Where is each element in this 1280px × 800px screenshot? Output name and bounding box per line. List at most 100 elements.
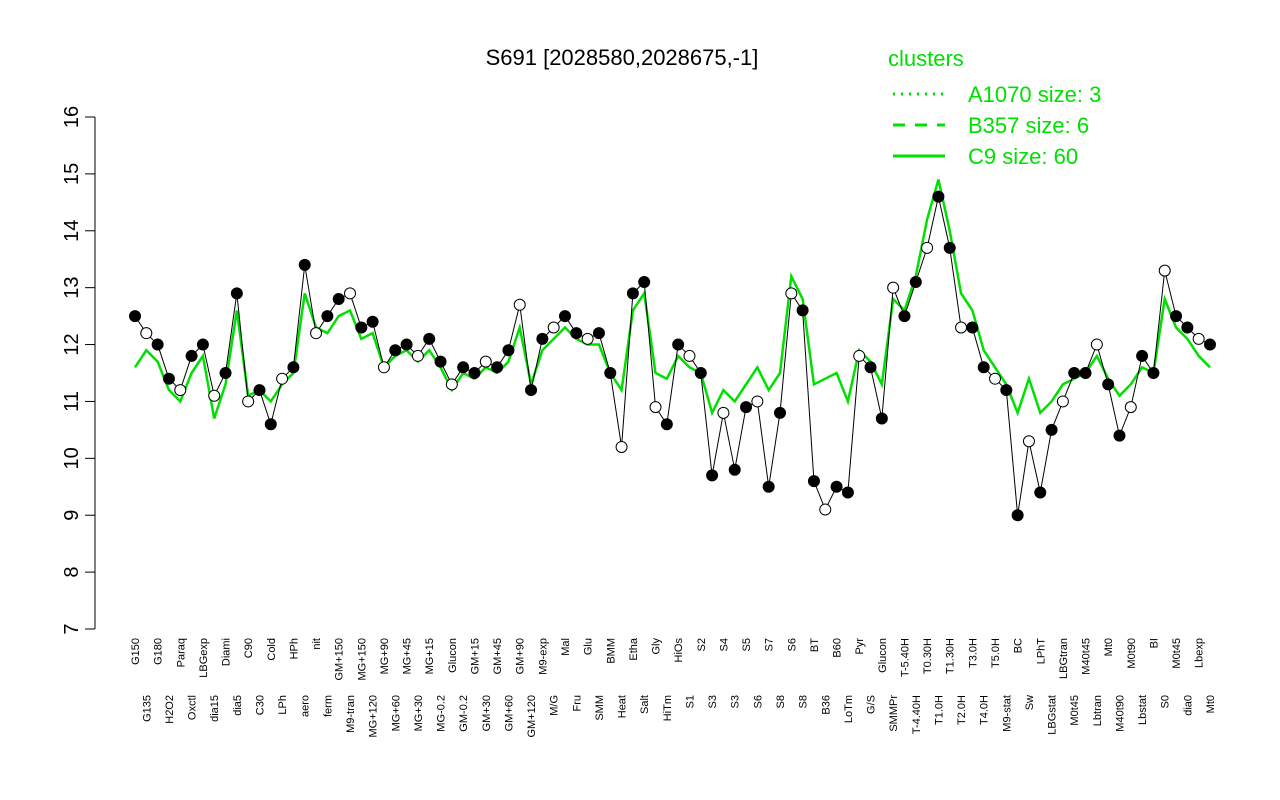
x-tick-label: T-4.40H bbox=[911, 695, 923, 734]
x-tick-label: LBGexp bbox=[198, 638, 210, 678]
chart-title: S691 [2028580,2028675,-1] bbox=[486, 45, 759, 70]
x-tick-label: M0t45 bbox=[1069, 695, 1081, 726]
data-point bbox=[536, 332, 549, 345]
data-point bbox=[943, 241, 956, 254]
y-tick-label: 13 bbox=[61, 277, 83, 299]
x-tick-label: S8 bbox=[775, 695, 787, 708]
x-tick-label: S5 bbox=[741, 638, 753, 651]
x-tick-label: S0 bbox=[1160, 695, 1172, 708]
data-point bbox=[445, 378, 458, 391]
data-point bbox=[570, 327, 583, 340]
x-tick-label: LPhT bbox=[1035, 638, 1047, 665]
x-tick-label: Lbexp bbox=[1194, 638, 1206, 668]
y-tick-label: 14 bbox=[61, 220, 83, 242]
x-tick-label: MG+30 bbox=[413, 695, 425, 731]
data-point bbox=[660, 418, 673, 431]
x-tick-label: S7 bbox=[764, 638, 776, 651]
x-tick-label: Glucon bbox=[877, 638, 889, 673]
data-point bbox=[310, 327, 323, 340]
data-point bbox=[321, 310, 334, 323]
data-point bbox=[502, 344, 515, 357]
data-point bbox=[1045, 423, 1058, 436]
x-tick-label: S1 bbox=[684, 695, 696, 708]
data-point bbox=[977, 361, 990, 374]
x-tick-label: Glucon bbox=[447, 638, 459, 673]
data-point bbox=[762, 480, 775, 493]
data-point bbox=[559, 310, 571, 323]
x-tick-label: T1.0H bbox=[933, 695, 945, 725]
y-tick-label: 12 bbox=[61, 333, 83, 355]
data-point bbox=[1011, 509, 1024, 522]
data-point bbox=[140, 327, 153, 340]
x-tick-label: Lbstat bbox=[1137, 695, 1149, 725]
x-tick-label: G150 bbox=[130, 638, 142, 665]
legend-label: B357 size: 6 bbox=[968, 113, 1089, 138]
x-tick-label: M/G bbox=[549, 695, 561, 716]
x-tick-label: Paraq bbox=[175, 638, 187, 667]
data-point bbox=[411, 349, 424, 362]
x-tick-label: Diami bbox=[221, 638, 233, 666]
data-point bbox=[932, 190, 945, 203]
x-tick-label: MG+60 bbox=[390, 695, 402, 731]
data-point bbox=[400, 338, 413, 351]
x-tick-label: LPh bbox=[277, 695, 289, 715]
x-tick-label: dia15 bbox=[209, 695, 221, 722]
data-point bbox=[853, 349, 866, 362]
x-tick-label: Mt0 bbox=[1103, 638, 1115, 656]
data-point bbox=[875, 412, 888, 425]
x-tick-label: Fru bbox=[571, 695, 583, 712]
data-point bbox=[468, 367, 481, 379]
data-point bbox=[230, 287, 243, 300]
data-point bbox=[615, 440, 628, 453]
data-point bbox=[525, 384, 538, 397]
data-point bbox=[807, 475, 820, 488]
x-tick-label: MG+90 bbox=[379, 638, 391, 674]
data-point bbox=[751, 395, 764, 408]
data-point bbox=[694, 367, 707, 379]
data-point bbox=[208, 389, 221, 402]
x-tick-label: BT bbox=[809, 638, 821, 652]
legend-label: C9 size: 60 bbox=[968, 144, 1078, 169]
x-tick-label: T1.30H bbox=[945, 638, 957, 674]
x-tick-label: ferm bbox=[322, 695, 334, 717]
data-point bbox=[785, 287, 798, 300]
data-point bbox=[242, 395, 255, 408]
x-tick-label: T0.30H bbox=[922, 638, 934, 674]
data-point bbox=[1079, 367, 1092, 379]
x-tick-label: GM-0.2 bbox=[458, 695, 470, 732]
x-tick-label: Oxctl bbox=[187, 695, 199, 720]
data-point bbox=[219, 367, 232, 379]
x-tick-label: M40t45 bbox=[1081, 638, 1093, 675]
data-point bbox=[819, 503, 832, 516]
y-tick-label: 10 bbox=[61, 447, 83, 469]
x-tick-label: M40t90 bbox=[1114, 695, 1126, 732]
x-tick-label: MG+15 bbox=[424, 638, 436, 674]
data-point bbox=[513, 298, 526, 311]
x-tick-label: S6 bbox=[752, 695, 764, 708]
x-tick-label: B60 bbox=[832, 638, 844, 658]
x-tick-label: LBGstat bbox=[1047, 695, 1059, 735]
data-point bbox=[706, 469, 719, 482]
x-tick-label: Gly bbox=[651, 638, 663, 655]
data-point bbox=[162, 372, 175, 385]
data-point bbox=[830, 480, 843, 493]
data-point bbox=[581, 332, 594, 345]
data-point bbox=[129, 310, 141, 323]
x-tick-label: S4 bbox=[718, 638, 730, 651]
x-tick-label: GM+150 bbox=[334, 638, 346, 681]
data-point bbox=[1147, 367, 1160, 379]
data-point bbox=[966, 321, 979, 334]
data-point bbox=[423, 332, 436, 345]
data-point bbox=[332, 293, 345, 306]
x-tick-label: nit bbox=[311, 638, 323, 650]
y-tick-label: 7 bbox=[61, 623, 83, 634]
data-point bbox=[547, 321, 560, 334]
data-point bbox=[672, 338, 685, 351]
x-tick-label: M9-exp bbox=[537, 638, 549, 675]
data-point bbox=[287, 361, 300, 374]
x-tick-label: MG+150 bbox=[356, 638, 368, 681]
x-tick-label: Etha bbox=[628, 637, 640, 661]
x-tick-label: M0t45 bbox=[1171, 638, 1183, 669]
data-point bbox=[1204, 338, 1216, 351]
data-point bbox=[921, 241, 934, 254]
